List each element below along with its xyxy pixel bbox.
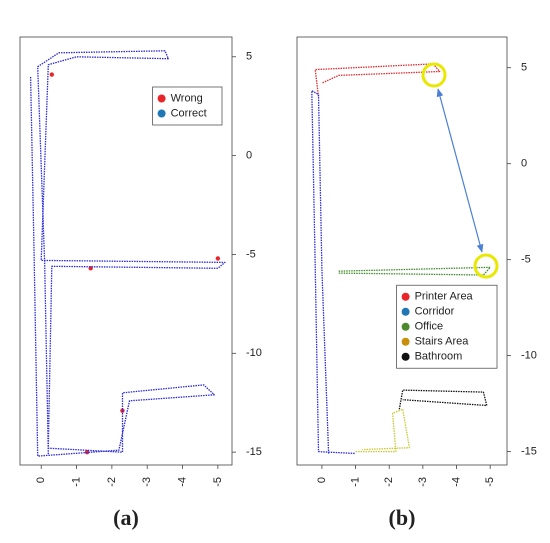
highlight-circle: [421, 62, 447, 88]
legend-swatch: [157, 109, 166, 118]
y-tick-label: -15: [521, 445, 537, 457]
trajectory: [338, 266, 491, 276]
point: [215, 256, 221, 261]
trajectory: [355, 408, 411, 453]
legend-swatch: [401, 322, 410, 331]
legend-swatch: [401, 292, 410, 301]
x-tick-label: -4: [176, 477, 188, 487]
trajectory: [314, 63, 441, 97]
legend-label: Office: [415, 321, 444, 333]
x-tick-label: -2: [383, 477, 395, 487]
y-tick-label: -5: [521, 254, 531, 266]
x-tick-label: -5: [212, 477, 224, 487]
trajectory: [398, 389, 488, 410]
x-tick-label: 0: [316, 477, 328, 483]
panel: 5 0 -5 -10 -15 0 -1 -2 -3 -4 -5 Printer Area Corrido…: [296, 36, 537, 530]
panel: 5 0 -5 -10 -15 0 -1 -2 -3 -4 -5 Wrong Correct (a): [19, 36, 262, 530]
point: [49, 72, 54, 77]
legend-label: Wrong: [171, 92, 203, 104]
legend-swatch: [401, 337, 410, 346]
legend-box: [152, 86, 223, 126]
legend-label: Correct: [171, 107, 207, 119]
legend-label: Printer Area: [415, 291, 474, 303]
y-tick-label: -15: [246, 446, 262, 458]
panel-caption: (b): [389, 505, 416, 530]
y-tick-label: -10: [246, 347, 262, 359]
y-tick-label: 5: [246, 51, 252, 63]
x-tick-label: -5: [484, 477, 496, 487]
trajectory: [311, 90, 356, 455]
plot-frame: [296, 36, 508, 466]
legend-label: Bathroom: [415, 351, 463, 363]
x-tick-label: -4: [450, 477, 462, 487]
legend-box: [396, 284, 498, 369]
x-tick-label: 0: [35, 477, 47, 483]
y-tick-label: -10: [521, 350, 537, 362]
legend-swatch: [401, 352, 410, 361]
x-tick-label: -1: [70, 477, 82, 487]
panel-caption: (a): [113, 505, 139, 530]
x-tick-label: -3: [417, 477, 429, 487]
legend-swatch: [401, 307, 410, 316]
legend: Wrong Correct: [152, 86, 223, 126]
annotations: [421, 62, 499, 279]
y-tick-label: 0: [246, 150, 252, 162]
x-tick-label: -2: [106, 477, 118, 487]
x-tick-label: -3: [141, 477, 153, 487]
legend-swatch: [157, 94, 166, 103]
trajectory: [29, 50, 226, 457]
y-tick-label: -5: [246, 248, 256, 260]
x-tick-label: -1: [349, 477, 361, 487]
legend-label: Stairs Area: [415, 336, 470, 348]
highlight-circle: [473, 253, 499, 279]
link-arrow: [436, 88, 484, 253]
legend: Printer Area Corridor Office Stairs Area Bat…: [396, 284, 498, 369]
y-tick-label: 0: [521, 158, 527, 170]
legend-label: Corridor: [415, 306, 455, 318]
y-tick-label: 5: [521, 62, 527, 74]
plot-frame: [19, 36, 233, 466]
